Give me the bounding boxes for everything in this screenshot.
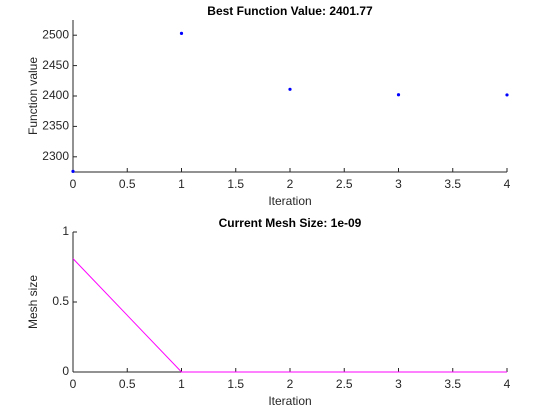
x-tick-label: 2.5 bbox=[336, 377, 353, 391]
x-tick-label: 0 bbox=[70, 177, 77, 191]
y-tick-label: 2300 bbox=[42, 149, 69, 163]
y-tick-label: 1 bbox=[62, 224, 69, 238]
x-tick-label: 4 bbox=[504, 177, 511, 191]
x-tick-label: 0 bbox=[70, 377, 77, 391]
x-axis-label: Iteration bbox=[268, 194, 311, 208]
chart-title: Current Mesh Size: 1e-09 bbox=[219, 216, 362, 230]
x-tick-label: 0.5 bbox=[119, 177, 136, 191]
point bbox=[179, 31, 184, 35]
x-tick-label: 3 bbox=[395, 377, 402, 391]
y-tick-label: 2450 bbox=[42, 58, 69, 72]
point bbox=[71, 169, 75, 173]
x-tick-label: 1.5 bbox=[227, 377, 244, 391]
x-axis-label: Iteration bbox=[268, 394, 311, 408]
x-tick-label: 1.5 bbox=[227, 177, 244, 191]
x-tick-label: 2 bbox=[287, 177, 294, 191]
point bbox=[396, 93, 401, 97]
x-tick-label: 0.5 bbox=[119, 377, 136, 391]
x-tick-label: 1 bbox=[178, 377, 185, 391]
x-tick-label: 1 bbox=[178, 177, 185, 191]
y-axis-label: Function value bbox=[26, 57, 40, 135]
chart-title: Best Function Value: 2401.77 bbox=[207, 4, 373, 18]
y-tick-label: 2350 bbox=[42, 119, 69, 133]
y-tick-label: 2400 bbox=[42, 88, 69, 102]
point bbox=[505, 93, 509, 97]
y-tick-label: 2500 bbox=[42, 27, 69, 41]
y-axis-label: Mesh size bbox=[26, 275, 40, 329]
x-tick-label: 3.5 bbox=[444, 377, 461, 391]
y-tick-label: 0 bbox=[62, 364, 69, 378]
x-tick-label: 2 bbox=[287, 377, 294, 391]
x-tick-label: 4 bbox=[504, 377, 511, 391]
x-tick-label: 3 bbox=[395, 177, 402, 191]
y-tick-label: 0.5 bbox=[52, 294, 69, 308]
point bbox=[288, 87, 292, 91]
x-tick-label: 2.5 bbox=[336, 177, 353, 191]
x-tick-label: 3.5 bbox=[444, 177, 461, 191]
line bbox=[72, 258, 507, 373]
